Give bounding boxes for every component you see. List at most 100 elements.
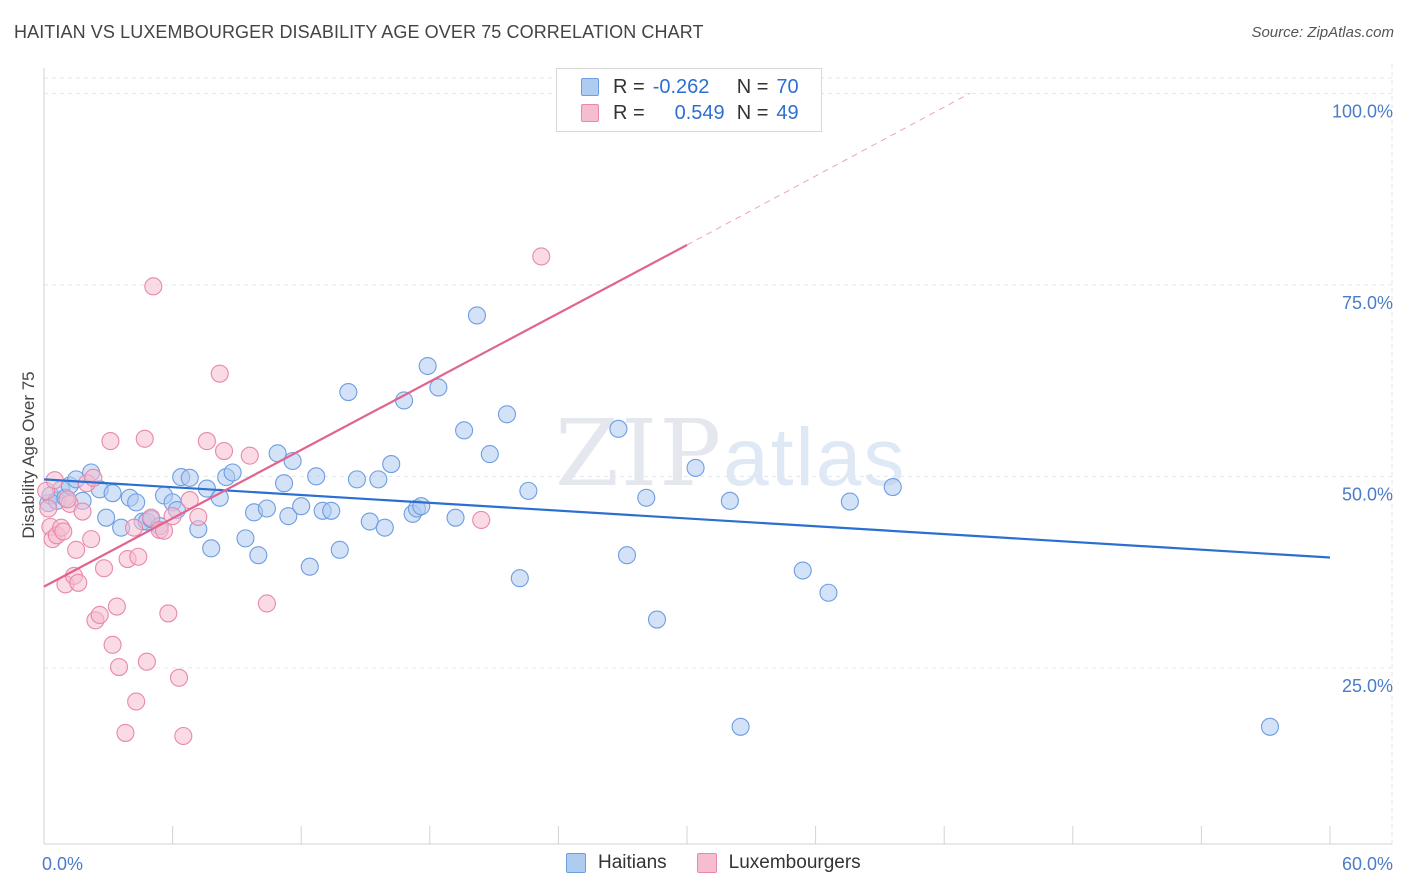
scatter-point [412, 497, 431, 516]
scatter-point [647, 610, 667, 629]
scatter-point [249, 546, 268, 565]
scatter-point [429, 378, 448, 397]
legend-n-value: 70 [776, 75, 799, 98]
scatter-point [240, 446, 259, 465]
bottom-legend-label-haitians: Haitians [598, 852, 667, 873]
scatter-point [369, 470, 388, 489]
trend-layer [43, 92, 1331, 588]
x-tick-label: 0.0% [42, 854, 83, 874]
scatter-point [532, 247, 551, 266]
scatter-point [418, 356, 437, 376]
scatter-point [275, 474, 294, 493]
trend-line-0 [43, 478, 1331, 559]
scatter-point [617, 546, 637, 565]
bottom-legend: Haitians Luxembourgers [566, 852, 891, 874]
scatter-point [144, 277, 163, 296]
scatter-point [382, 455, 401, 474]
bottom-legend-label-luxembourgers: Luxembourgers [728, 852, 861, 873]
scatter-point [731, 717, 750, 736]
scatter-point [103, 484, 122, 503]
y-tick-label: 75.0% [1342, 293, 1393, 313]
scatter-point [90, 605, 109, 625]
bottom-legend-luxembourgers: Luxembourgers [696, 852, 861, 874]
legend-swatch-haitians [581, 78, 599, 96]
legend-n-label: N = [736, 75, 769, 98]
scatter-point [322, 501, 341, 520]
scatter-point [210, 488, 229, 507]
legend-r-value: 0.549 [674, 101, 725, 124]
scatter-point [137, 652, 156, 671]
y-tick-label: 50.0% [1342, 484, 1393, 504]
scatter-point [883, 477, 902, 497]
legend-row-haitians: R = -0.262 N = 70 [581, 74, 799, 100]
legend-n-value: 49 [776, 101, 799, 124]
scatter-point [58, 490, 77, 509]
trend-line-1 [43, 244, 688, 588]
watermark-atlas: atlas [723, 412, 907, 503]
scatter-point [210, 364, 229, 383]
scatter-point [292, 497, 311, 516]
scatter-point [107, 597, 126, 616]
scatter-point [124, 518, 144, 537]
scatter-point [637, 488, 656, 507]
x-tick-label: 60.0% [1342, 854, 1393, 874]
scatter-point [82, 530, 101, 549]
scatter-point [279, 507, 298, 526]
scatter-point [236, 529, 255, 548]
scatter-point [129, 547, 148, 566]
legend-row-luxembourgers: R = 0.549 N = 49 [581, 100, 799, 126]
scatter-point [519, 481, 538, 500]
series-1 [37, 247, 551, 746]
scatter-point [1260, 717, 1280, 736]
scatter-point [135, 429, 154, 448]
scatter-point [169, 668, 189, 687]
legend-r-label: R = [613, 101, 645, 124]
legend-swatch-luxembourgers [581, 104, 599, 122]
scatter-point [793, 561, 812, 580]
scatter-point [455, 421, 474, 440]
scatter-point [202, 539, 221, 558]
scatter-point [720, 491, 739, 510]
scatter-point [307, 467, 326, 486]
y-axis-label: Disability Age Over 75 [19, 371, 38, 538]
scatter-point [94, 559, 114, 578]
scatter-point [300, 557, 319, 576]
scatter-point [686, 458, 705, 477]
bottom-legend-haitians: Haitians [566, 852, 667, 874]
scatter-point [180, 468, 199, 487]
scatter-point [360, 512, 379, 531]
scatter-point [174, 726, 193, 746]
scatter-point [97, 508, 116, 527]
scatter-point [116, 723, 135, 742]
legend: R = -0.262 N = 70 R = 0.549 N = 49 [556, 68, 822, 132]
legend-r-label: R = [613, 75, 645, 98]
scatter-point [142, 508, 161, 527]
bottom-legend-swatch-luxembourgers [696, 853, 717, 873]
scatter-point [103, 635, 122, 654]
scatter-point [330, 540, 349, 559]
scatter-point [472, 510, 491, 530]
watermark-zip: ZIP [555, 400, 724, 507]
legend-r-value: -0.262 [652, 75, 710, 98]
chart-title: HAITIAN VS LUXEMBOURGER DISABILITY AGE O… [14, 22, 704, 42]
y-tick-label: 25.0% [1342, 676, 1393, 696]
scatter-point [339, 383, 358, 402]
scatter-point [446, 508, 465, 527]
scatter-point [467, 306, 487, 325]
scatter-point [39, 499, 58, 518]
scatter-point [101, 432, 120, 451]
scatter-point [840, 492, 859, 511]
source-label: Source: ZipAtlas.com [1251, 24, 1394, 41]
scatter-point [223, 463, 242, 482]
axis-layer [43, 68, 1392, 845]
scatter-point [109, 658, 129, 677]
scatter-point [609, 419, 628, 438]
scatter-point [73, 502, 92, 521]
scatter-point [127, 493, 146, 512]
label-layer: 25.0% 50.0% 75.0% 100.0% 0.0% 60.0% Disability… [19, 101, 1393, 874]
scatter-point [480, 445, 499, 464]
scatter-point [54, 522, 73, 541]
scatter-point [67, 540, 86, 559]
scatter-point [189, 507, 208, 526]
